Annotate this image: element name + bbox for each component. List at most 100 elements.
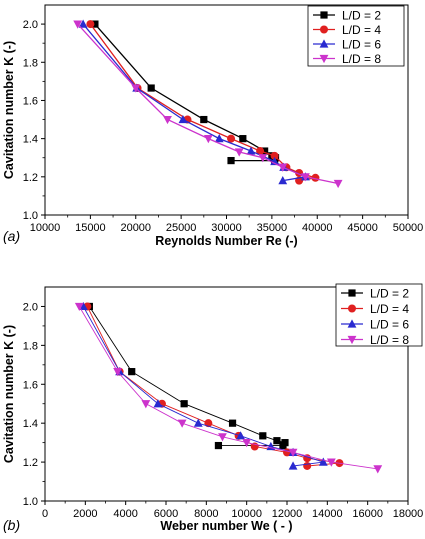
data-point	[234, 148, 244, 157]
x-tick-label: 14000	[312, 508, 343, 520]
chart-panel-1: 10000 15000 20000 25000 30000 35000 40000 45000…	[2, 4, 423, 248]
x-tick-label: 16000	[352, 508, 383, 520]
data-point	[326, 458, 336, 467]
data-point	[177, 419, 187, 428]
x-tick-label: 35000	[257, 222, 288, 234]
series-4	[74, 302, 383, 474]
legend: L/D = 2L/D = 4L/D = 6L/D = 8	[307, 5, 405, 67]
y-tick-label: 2.0	[23, 301, 38, 313]
series-3	[78, 301, 328, 470]
data-point	[180, 400, 188, 408]
x-tick-label: 0	[42, 508, 48, 520]
data-point	[333, 179, 343, 189]
data-point	[239, 135, 247, 143]
data-point	[214, 441, 223, 450]
x-tick-label: 6000	[154, 508, 178, 520]
legend-entry: L/D = 6	[370, 318, 409, 332]
data-point	[113, 368, 122, 377]
data-point	[203, 135, 213, 144]
data-point	[273, 437, 281, 445]
series-1	[91, 20, 280, 165]
legend-marker	[319, 54, 329, 64]
data-point	[303, 461, 312, 470]
data-point	[163, 115, 172, 125]
data-point	[261, 147, 269, 155]
data-point	[218, 433, 227, 442]
series-line	[94, 23, 277, 162]
data-point	[288, 448, 298, 457]
legend: L/D = 2L/D = 4L/D = 6L/D = 8	[335, 283, 423, 347]
data-point	[256, 147, 265, 156]
legend-entry: L/D = 8	[370, 333, 409, 347]
y-tick-label: 1.0	[23, 210, 38, 222]
data-point	[214, 134, 224, 143]
x-tick-label: 10000	[231, 508, 262, 520]
legend-marker	[347, 319, 357, 328]
chart-panel-2: 0 2000 4000 6000 8000 10000 12000 14000 16000 180…	[2, 283, 424, 533]
data-point	[141, 400, 151, 409]
series-line	[78, 306, 378, 470]
x-tick-label: 10000	[30, 222, 61, 234]
y-tick-label: 1.8	[23, 340, 38, 352]
data-point	[270, 151, 279, 160]
data-point	[259, 432, 267, 440]
legend-marker	[319, 39, 329, 48]
y-tick-label: 1.4	[23, 418, 38, 430]
panel-label: (b)	[3, 517, 20, 533]
y-tick-label: 1.6	[23, 379, 38, 391]
data-point	[178, 114, 188, 124]
x-axis-title: Reynolds Number Re (-)	[155, 234, 297, 248]
y-tick-label: 1.0	[23, 496, 38, 508]
x-tick-label: 12000	[272, 508, 303, 520]
data-point	[78, 19, 88, 28]
legend-entry: L/D = 4	[342, 23, 381, 37]
data-point	[258, 154, 268, 163]
data-point	[279, 441, 287, 450]
x-tick-label: 8000	[194, 508, 218, 520]
data-point	[227, 156, 235, 165]
x-tick-label: 40000	[302, 222, 333, 234]
series-4	[73, 20, 343, 189]
series-2	[86, 20, 320, 185]
panel-label: (a)	[3, 228, 20, 244]
data-point	[128, 368, 136, 376]
x-tick-label: 45000	[347, 222, 378, 234]
y-tick-label: 1.4	[23, 134, 38, 146]
data-point	[278, 163, 288, 172]
series-2	[83, 302, 344, 470]
data-point	[153, 399, 163, 408]
legend-marker	[347, 335, 357, 345]
data-point	[73, 20, 83, 29]
series-line	[89, 23, 316, 182]
x-tick-label: 20000	[120, 222, 151, 234]
y-axis-title: Cavitation number K (-)	[2, 325, 16, 463]
x-tick-label: 18000	[393, 508, 424, 520]
y-tick-label: 1.6	[23, 95, 38, 107]
x-tick-label: 4000	[113, 508, 137, 520]
y-tick-label: 1.8	[23, 57, 38, 69]
x-tick-label: 25000	[166, 222, 197, 234]
y-tick-label: 2.0	[23, 19, 38, 31]
data-point	[86, 20, 95, 29]
y-axis-title: Cavitation number K (-)	[2, 41, 16, 179]
data-point	[200, 115, 208, 124]
data-point	[131, 84, 141, 93]
series-1	[85, 302, 289, 450]
data-point	[246, 146, 256, 155]
data-point	[193, 418, 203, 427]
x-axis-title: Weber number We ( - )	[160, 519, 292, 533]
data-point	[270, 156, 279, 166]
data-point	[147, 84, 155, 92]
data-point	[318, 457, 328, 466]
legend-entry: L/D = 2	[342, 9, 381, 23]
legend-marker	[320, 25, 328, 34]
data-point	[91, 20, 99, 28]
data-point	[278, 176, 288, 185]
data-point	[301, 173, 310, 182]
data-point	[74, 302, 84, 312]
x-tick-label: 2000	[73, 508, 97, 520]
data-point	[228, 419, 237, 427]
x-tick-label: 15000	[75, 222, 106, 234]
legend-entry: L/D = 6	[342, 38, 381, 52]
